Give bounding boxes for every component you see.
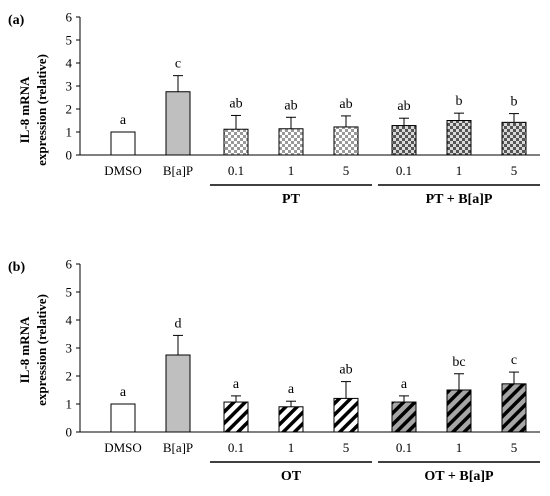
group-label: PT <box>282 192 301 207</box>
category-label: 5 <box>343 163 350 178</box>
significance-letter: c <box>175 57 181 72</box>
significance-letter: b <box>456 94 463 109</box>
category-label: DMSO <box>104 163 142 178</box>
y-tick-label: 3 <box>66 79 73 94</box>
bars: a d a a ab a bc c <box>110 316 527 433</box>
y-axis-label-line2: expression (relative) <box>34 54 49 166</box>
y-tick-label: 1 <box>66 125 73 140</box>
y-tick-label: 6 <box>66 10 73 25</box>
significance-letter: ab <box>397 99 410 114</box>
bar <box>110 403 136 433</box>
group-brackets: PT PT + B[a]P <box>210 184 540 207</box>
y-axis-label-line2: expression (relative) <box>34 294 49 406</box>
category-label: 0.1 <box>228 440 244 455</box>
bar <box>165 354 191 433</box>
category-label: 5 <box>343 440 350 455</box>
y-tick-label: 4 <box>66 56 73 71</box>
category-label: 1 <box>288 440 295 455</box>
bar <box>223 401 249 433</box>
category-label: 0.1 <box>396 440 412 455</box>
category-label: 5 <box>511 440 518 455</box>
significance-letter: d <box>175 316 182 331</box>
panel-label: (b) <box>8 260 25 275</box>
chart-panel-a: (a) IL-8 mRNA expression (relative) 0 1 2 3… <box>8 10 540 207</box>
y-tick-label: 2 <box>66 369 73 384</box>
bar <box>391 401 417 433</box>
bar <box>391 125 417 156</box>
bar <box>110 131 136 156</box>
group-brackets: OT OT + B[a]P <box>210 461 540 484</box>
significance-letter: bc <box>452 355 465 370</box>
category-label: 1 <box>288 163 295 178</box>
group-label: OT + B[a]P <box>424 469 494 484</box>
bar <box>446 389 472 433</box>
y-tick-label: 5 <box>66 33 73 48</box>
group-label: OT <box>281 469 302 484</box>
category-label: 1 <box>456 163 463 178</box>
category-label: 0.1 <box>228 163 244 178</box>
category-label: 1 <box>456 440 463 455</box>
significance-letter: ab <box>339 363 352 378</box>
category-label: 0.1 <box>396 163 412 178</box>
bar <box>501 121 527 156</box>
y-tick-label: 2 <box>66 102 73 117</box>
y-tick-label: 6 <box>66 257 73 272</box>
bar <box>501 383 527 433</box>
y-tick-label: 4 <box>66 313 73 328</box>
significance-letter: a <box>401 377 408 392</box>
category-label: B[a]P <box>163 163 193 178</box>
bar <box>278 406 304 433</box>
category-labels: DMSO B[a]P 0.1 1 5 0.1 1 5 <box>104 163 517 178</box>
group-label: PT + B[a]P <box>426 192 493 207</box>
bar <box>223 128 249 156</box>
chart-panel-b: (b) IL-8 mRNA expression (relative) 0 1 2 3… <box>8 257 540 484</box>
y-tick-label: 3 <box>66 341 73 356</box>
significance-letter: ab <box>339 97 352 112</box>
bar <box>278 128 304 156</box>
significance-letter: a <box>233 377 240 392</box>
significance-letter: a <box>120 113 127 128</box>
y-tick-label: 0 <box>66 425 73 440</box>
significance-letter: a <box>120 385 127 400</box>
bar <box>333 397 359 433</box>
bar <box>165 91 191 156</box>
significance-letter: c <box>511 353 517 368</box>
category-label: B[a]P <box>163 440 193 455</box>
bars: a c ab ab ab ab b b <box>110 57 527 156</box>
y-tick-label: 0 <box>66 148 73 163</box>
y-tick-label: 1 <box>66 397 73 412</box>
bar <box>446 120 472 156</box>
category-label: DMSO <box>104 440 142 455</box>
significance-letter: ab <box>284 98 297 113</box>
y-tick-label: 5 <box>66 285 73 300</box>
bar <box>333 126 359 156</box>
category-labels: DMSO B[a]P 0.1 1 5 0.1 1 5 <box>104 440 517 455</box>
significance-letter: b <box>511 95 518 110</box>
significance-letter: ab <box>229 96 242 111</box>
y-axis-label-line1: IL-8 mRNA <box>17 316 32 383</box>
panel-label: (a) <box>8 13 25 28</box>
category-label: 5 <box>511 163 518 178</box>
significance-letter: a <box>288 382 295 397</box>
y-axis-label-line1: IL-8 mRNA <box>17 76 32 143</box>
